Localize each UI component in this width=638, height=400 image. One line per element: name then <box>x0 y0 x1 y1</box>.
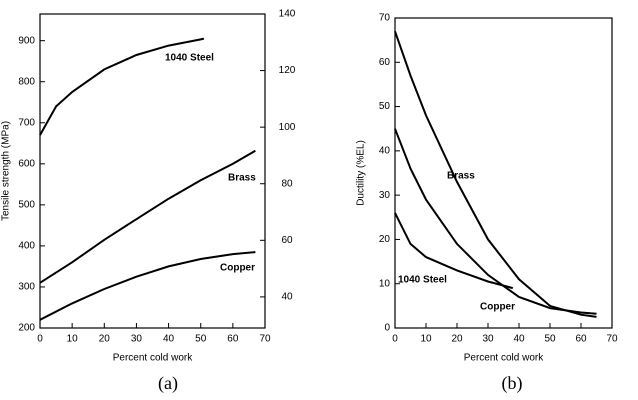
y-tick-label: 900 <box>18 35 35 46</box>
plot-frame <box>39 13 266 329</box>
x-tick-label: 10 <box>67 334 79 345</box>
x-tick-label: 40 <box>513 334 525 345</box>
y-tick-label: 60 <box>379 57 391 68</box>
y-tick-label: 0 <box>384 323 390 334</box>
y2-tick-label: 120 <box>279 65 296 76</box>
y-tick-label: 800 <box>18 76 35 87</box>
series-label: Brass <box>228 173 256 184</box>
y2-tick-label: 40 <box>281 292 293 303</box>
x-tick-label: 40 <box>163 334 175 345</box>
series-line <box>39 251 256 321</box>
caption: (a) <box>158 373 178 394</box>
x-tick-label: 70 <box>606 334 618 345</box>
y-tick-label: 40 <box>379 145 391 156</box>
y-tick-label: 30 <box>379 190 391 201</box>
series-line <box>394 212 514 290</box>
series-label: 1040 Steel <box>398 275 447 286</box>
series-line <box>39 149 256 284</box>
series-line <box>394 128 597 315</box>
caption: (b) <box>502 373 523 394</box>
y2-tick-label: 80 <box>281 178 293 189</box>
y2-tick-label: 100 <box>279 122 296 133</box>
y-tick-label: 500 <box>18 200 35 211</box>
series-label: 1040 Steel <box>165 53 214 64</box>
series-label: Brass <box>447 171 475 182</box>
y-tick-label: 200 <box>18 323 35 334</box>
x-tick-label: 60 <box>575 334 587 345</box>
y-tick-label: 700 <box>18 117 35 128</box>
y-tick-label: 50 <box>379 101 391 112</box>
x-tick-label: 0 <box>392 334 398 345</box>
x-axis-label: Percent cold work <box>113 353 193 364</box>
x-tick-label: 20 <box>99 334 111 345</box>
plot-frame <box>394 17 613 329</box>
x-tick-label: 30 <box>482 334 494 345</box>
y2-tick-label: 140 <box>279 9 296 20</box>
series-label: Copper <box>480 302 515 313</box>
series-line <box>39 37 205 136</box>
x-tick-label: 70 <box>259 334 271 345</box>
y-tick-label: 300 <box>18 282 35 293</box>
x-tick-label: 50 <box>544 334 556 345</box>
x-axis-label: Percent cold work <box>464 353 544 364</box>
y-axis-label: Ductility (%EL) <box>356 140 367 206</box>
y-tick-label: 70 <box>379 13 391 24</box>
x-tick-label: 20 <box>451 334 463 345</box>
x-tick-label: 30 <box>131 334 143 345</box>
x-tick-label: 10 <box>420 334 432 345</box>
y-tick-label: 600 <box>18 158 35 169</box>
y-tick-label: 10 <box>379 278 391 289</box>
series-label: Copper <box>220 263 255 274</box>
y-axis-label: Tensile strength (MPa) <box>1 121 12 221</box>
x-tick-label: 0 <box>37 334 43 345</box>
y-tick-label: 20 <box>379 234 391 245</box>
y-tick-label: 400 <box>18 241 35 252</box>
x-tick-label: 60 <box>227 334 239 345</box>
y2-tick-label: 60 <box>281 235 293 246</box>
x-tick-label: 50 <box>195 334 207 345</box>
